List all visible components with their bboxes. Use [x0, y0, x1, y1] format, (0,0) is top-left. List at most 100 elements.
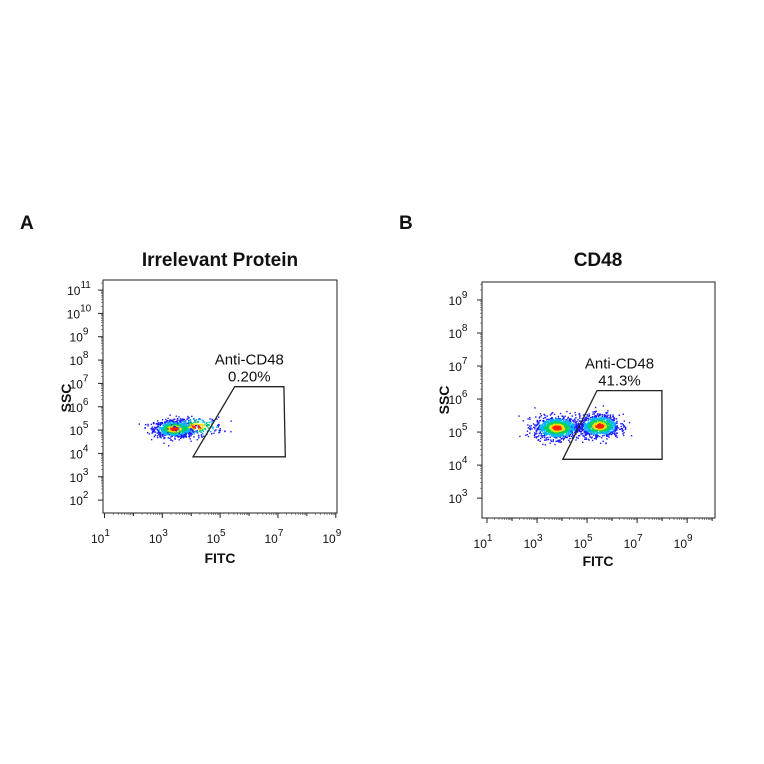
data-point — [552, 429, 554, 431]
data-point — [559, 441, 562, 443]
data-point — [569, 434, 571, 436]
data-point — [196, 429, 198, 432]
data-point — [178, 432, 181, 435]
data-point — [543, 436, 546, 439]
data-point — [159, 431, 161, 434]
data-point — [562, 429, 564, 431]
data-point — [216, 426, 218, 428]
data-point — [552, 431, 554, 433]
y-axis-label: SSC — [436, 386, 452, 415]
data-point — [555, 419, 557, 421]
data-point — [580, 431, 582, 433]
data-point — [154, 426, 156, 428]
data-point — [595, 420, 597, 423]
data-point — [582, 425, 585, 428]
data-point — [603, 418, 605, 420]
data-point — [181, 432, 183, 435]
data-point — [572, 432, 574, 435]
data-point — [526, 430, 529, 432]
data-point — [561, 434, 563, 437]
data-point — [202, 421, 204, 423]
data-point — [544, 444, 547, 446]
data-point — [202, 423, 204, 425]
data-point — [178, 426, 180, 429]
data-point — [591, 421, 594, 423]
data-point — [615, 425, 617, 428]
data-point — [217, 424, 219, 426]
data-point — [559, 420, 561, 422]
data-point — [556, 440, 558, 442]
data-point — [212, 428, 214, 430]
data-point — [591, 419, 593, 421]
data-point — [540, 415, 543, 417]
data-point — [191, 415, 193, 418]
data-point — [185, 422, 188, 424]
data-point — [542, 423, 544, 425]
data-point — [185, 433, 187, 435]
data-point — [188, 429, 190, 432]
data-point — [564, 415, 566, 417]
data-point — [550, 440, 553, 442]
data-point — [566, 425, 568, 427]
data-point — [177, 436, 179, 438]
data-point — [603, 432, 605, 434]
data-point — [573, 423, 575, 425]
data-point — [572, 435, 574, 437]
data-point — [552, 421, 554, 423]
data-point — [606, 433, 608, 435]
data-point — [194, 424, 197, 427]
data-point — [194, 425, 196, 428]
data-point — [209, 418, 211, 420]
data-point — [556, 427, 558, 429]
data-point — [555, 424, 557, 426]
data-point — [601, 424, 603, 427]
x-tick-label: 105 — [207, 528, 226, 546]
data-point — [161, 421, 163, 424]
data-point — [553, 429, 555, 431]
data-point — [533, 432, 536, 434]
data-point — [151, 426, 154, 428]
data-point — [206, 426, 209, 428]
data-point — [583, 436, 586, 438]
data-point — [582, 441, 584, 443]
data-point — [571, 427, 573, 430]
data-point — [555, 437, 557, 439]
data-point — [589, 424, 591, 426]
data-point — [196, 432, 199, 434]
data-point — [573, 427, 576, 429]
data-point — [172, 432, 175, 435]
data-point — [563, 432, 565, 434]
gate-polygon — [191, 386, 286, 458]
data-point — [159, 433, 161, 435]
data-point — [576, 428, 578, 430]
data-point — [585, 438, 588, 440]
data-point — [562, 433, 564, 435]
data-point — [612, 430, 614, 433]
data-point — [599, 413, 602, 416]
data-point — [564, 435, 567, 438]
data-point — [569, 420, 571, 422]
data-point — [204, 428, 206, 430]
data-point — [558, 439, 560, 441]
data-point — [614, 430, 617, 432]
x-axis-label: FITC — [204, 550, 235, 566]
data-point — [539, 432, 541, 434]
data-point — [558, 434, 560, 436]
data-point — [182, 423, 184, 425]
data-point — [153, 429, 155, 432]
data-point — [171, 440, 174, 442]
data-point — [218, 416, 220, 418]
data-point — [539, 427, 541, 429]
data-point — [181, 426, 183, 428]
data-point — [171, 434, 173, 436]
data-point — [596, 413, 599, 416]
data-point — [571, 434, 574, 436]
data-point — [582, 424, 584, 427]
data-point — [189, 429, 192, 432]
data-point — [597, 435, 599, 437]
data-point — [559, 424, 562, 426]
data-point — [180, 419, 183, 421]
data-point — [550, 413, 553, 415]
